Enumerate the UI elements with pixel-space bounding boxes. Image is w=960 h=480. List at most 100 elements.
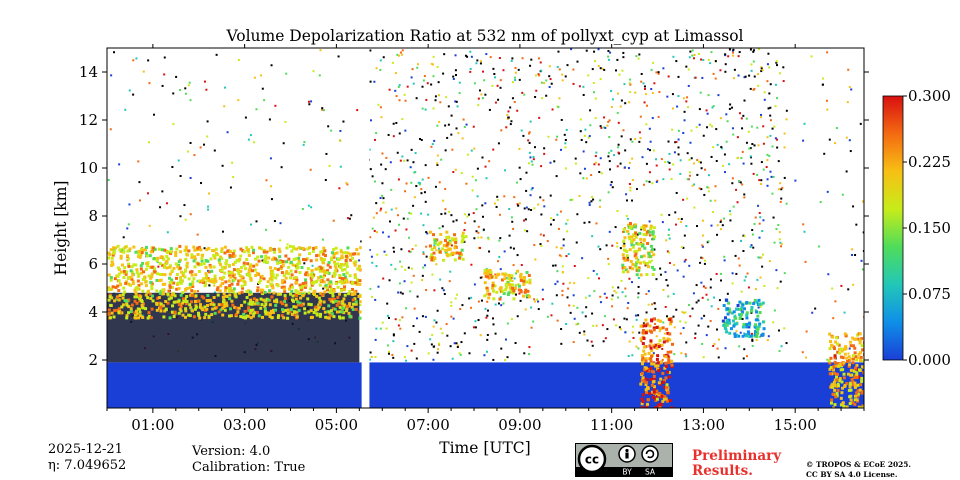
noise-speckle: [638, 131, 641, 134]
layer-pixel: [725, 323, 729, 327]
noise-speckle: [622, 230, 625, 233]
noise-speckle: [803, 230, 806, 233]
layer-pixel: [271, 310, 275, 314]
noise-speckle: [473, 147, 476, 150]
noise-speckle: [662, 321, 665, 324]
noise-speckle: [675, 140, 678, 143]
layer-pixel: [168, 272, 172, 276]
noise-speckle: [392, 333, 395, 336]
noise-speckle: [657, 71, 660, 74]
layer-pixel: [341, 263, 345, 267]
layer-pixel: [202, 277, 206, 281]
noise-speckle: [564, 167, 567, 170]
layer-pixel: [161, 257, 165, 261]
noise-speckle: [338, 187, 341, 190]
layer-pixel: [862, 341, 864, 345]
noise-speckle: [677, 146, 680, 149]
noise-speckle: [522, 134, 525, 137]
layer-pixel: [311, 281, 315, 285]
layer-pixel: [150, 284, 154, 288]
noise-speckle: [553, 160, 556, 163]
layer-pixel: [838, 379, 842, 383]
noise-speckle: [494, 273, 497, 276]
noise-speckle: [516, 109, 519, 112]
noise-speckle: [137, 160, 140, 163]
noise-speckle: [646, 104, 649, 107]
noise-speckle: [724, 53, 727, 56]
layer-pixel: [253, 268, 257, 272]
noise-speckle: [585, 141, 588, 144]
noise-speckle: [775, 97, 778, 100]
noise-speckle: [754, 309, 757, 312]
noise-speckle: [629, 189, 632, 192]
layer-pixel: [265, 260, 269, 264]
layer-pixel: [274, 308, 278, 312]
noise-speckle: [420, 192, 423, 195]
layer-pixel: [218, 289, 222, 293]
noise-speckle: [638, 331, 641, 334]
noise-speckle: [846, 101, 849, 104]
layer-pixel: [251, 248, 255, 252]
layer-pixel: [227, 314, 231, 318]
layer-pixel: [250, 302, 254, 306]
noise-speckle: [493, 202, 496, 205]
layer-pixel: [294, 297, 298, 301]
layer-pixel: [353, 275, 357, 279]
layer-pixel: [845, 356, 849, 360]
layer-pixel: [196, 253, 200, 257]
layer-pixel: [845, 405, 849, 408]
noise-speckle: [704, 259, 707, 262]
layer-pixel: [122, 271, 126, 275]
layer-pixel: [270, 316, 274, 320]
layer-pixel: [317, 253, 321, 257]
layer-pixel: [266, 311, 270, 315]
noise-speckle: [723, 153, 726, 156]
noise-speckle: [718, 299, 721, 302]
layer-pixel: [117, 289, 121, 293]
noise-speckle: [517, 204, 520, 207]
noise-speckle: [664, 271, 667, 274]
noise-speckle: [694, 337, 697, 340]
noise-speckle: [738, 112, 741, 115]
layer-pixel: [165, 255, 169, 259]
noise-speckle: [748, 74, 751, 77]
layer-pixel: [284, 254, 288, 258]
layer-pixel: [749, 334, 753, 338]
noise-speckle: [282, 142, 285, 145]
layer-pixel: [331, 300, 335, 304]
noise-speckle: [392, 135, 395, 138]
layer-pixel: [294, 275, 298, 279]
noise-speckle: [432, 325, 435, 328]
noise-speckle: [530, 306, 533, 309]
noise-speckle: [634, 138, 637, 141]
layer-pixel: [288, 292, 292, 296]
noise-speckle: [401, 292, 404, 295]
layer-pixel: [263, 309, 267, 313]
noise-speckle: [847, 68, 850, 71]
noise-speckle: [738, 264, 741, 267]
noise-speckle: [382, 277, 385, 280]
layer-pixel: [842, 372, 846, 376]
layer-pixel: [267, 256, 271, 260]
noise-speckle: [650, 68, 653, 71]
noise-speckle: [412, 274, 415, 277]
noise-speckle: [213, 291, 216, 294]
layer-pixel: [849, 357, 853, 361]
noise-speckle: [232, 175, 235, 178]
layer-pixel: [645, 402, 649, 406]
noise-speckle: [312, 70, 315, 73]
noise-speckle: [615, 324, 618, 327]
layer-pixel: [162, 315, 166, 319]
calibration-text: Calibration: True: [192, 460, 306, 475]
layer-pixel: [746, 330, 750, 334]
y-tick-label: 8: [88, 207, 98, 225]
noise-speckle: [634, 91, 637, 94]
noise-speckle: [671, 107, 674, 110]
noise-speckle: [523, 352, 526, 355]
layer-pixel: [452, 251, 456, 255]
layer-pixel: [841, 356, 845, 360]
layer-pixel: [627, 235, 631, 239]
layer-pixel: [309, 259, 313, 263]
layer-pixel: [442, 244, 446, 248]
noise-speckle: [371, 261, 374, 264]
